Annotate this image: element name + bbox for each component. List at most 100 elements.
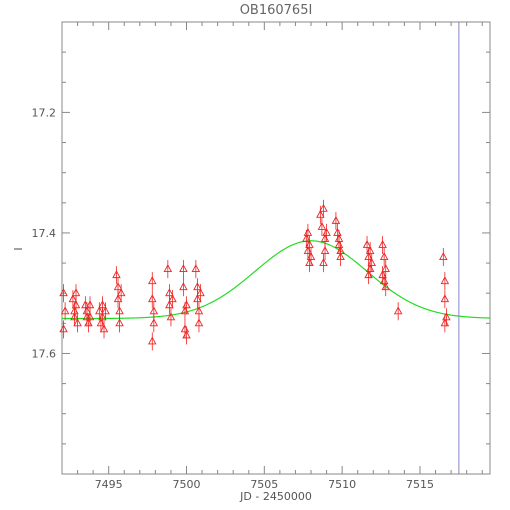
triangle-marker: [439, 252, 448, 260]
data-point: [305, 235, 314, 255]
data-point: [70, 308, 79, 327]
triangle-marker: [182, 300, 191, 309]
triangle-marker: [367, 258, 376, 267]
triangle-marker: [362, 240, 372, 248]
plot-border: [61, 21, 491, 475]
triangle-marker: [148, 294, 157, 303]
triangle-marker: [440, 276, 450, 285]
triangle-marker: [85, 300, 95, 309]
data-point: [378, 235, 387, 255]
data-point: [148, 290, 157, 309]
data-point: [149, 314, 159, 333]
data-point: [378, 266, 387, 285]
triangle-marker: [70, 312, 79, 321]
triangle-marker: [115, 306, 124, 315]
data-point: [439, 248, 448, 267]
data-point: [364, 266, 373, 285]
data-point: [440, 272, 450, 291]
data-point: [71, 296, 81, 315]
triangle-marker: [112, 270, 121, 279]
triangle-marker: [179, 282, 188, 291]
data-point: [59, 284, 68, 303]
triangle-marker: [317, 221, 327, 230]
data-point: [99, 320, 109, 339]
triangle-marker: [334, 234, 344, 242]
data-point: [393, 302, 403, 321]
triangle-marker: [194, 318, 204, 327]
data-point: [98, 296, 107, 315]
triangle-marker: [113, 294, 123, 303]
triangle-marker: [393, 306, 403, 315]
data-point: [68, 290, 78, 309]
triangle-marker: [319, 203, 328, 212]
triangle-marker: [116, 288, 126, 297]
data-point: [166, 308, 176, 327]
triangle-marker: [196, 288, 205, 297]
data-points-layer: [59, 199, 451, 351]
data-point: [381, 278, 390, 297]
triangle-marker: [182, 330, 191, 339]
triangle-marker: [336, 246, 345, 254]
triangle-marker: [166, 312, 176, 321]
triangle-marker: [85, 312, 95, 321]
triangle-marker: [148, 336, 157, 345]
data-point: [148, 272, 157, 291]
triangle-marker: [165, 300, 174, 309]
triangle-marker: [73, 318, 82, 327]
y-axis-ticks: 17.2 17.4 17.6: [32, 21, 490, 475]
triangle-marker: [148, 276, 157, 285]
data-point: [60, 302, 70, 321]
data-point: [319, 254, 328, 273]
triangle-marker: [60, 306, 70, 315]
triangle-marker: [319, 258, 328, 267]
x-tick-label: 7515: [406, 478, 434, 491]
data-point: [163, 260, 173, 279]
data-point: [73, 314, 82, 333]
model-curve-layer: [62, 240, 491, 320]
triangle-marker: [322, 227, 331, 236]
triangle-marker: [99, 324, 109, 333]
data-point: [59, 320, 68, 339]
triangle-marker: [193, 282, 202, 291]
triangle-marker: [149, 306, 159, 315]
data-point: [362, 235, 372, 255]
data-point: [319, 199, 328, 218]
y-tick-label: 17.2: [32, 106, 57, 119]
triangle-marker: [381, 264, 390, 273]
data-point: [320, 241, 330, 261]
triangle-marker: [82, 306, 92, 315]
plot-frame: [61, 21, 491, 475]
data-point: [148, 332, 157, 351]
triangle-marker: [71, 288, 81, 297]
data-point: [303, 223, 313, 242]
triangle-marker: [165, 288, 174, 297]
data-point: [316, 205, 325, 224]
triangle-marker: [59, 288, 68, 297]
data-point: [85, 308, 95, 327]
triangle-marker: [149, 318, 159, 327]
data-point: [115, 314, 124, 333]
triangle-marker: [59, 324, 68, 333]
data-point: [179, 260, 188, 279]
triangle-marker: [193, 294, 202, 303]
x-tick-label: 7500: [173, 478, 201, 491]
triangle-marker: [316, 209, 325, 218]
data-point: [440, 290, 450, 309]
triangle-marker: [364, 270, 373, 279]
triangle-marker: [168, 294, 177, 303]
y-tick-label: 17.4: [32, 227, 57, 240]
data-point: [101, 302, 110, 321]
data-point: [116, 284, 126, 303]
y-axis-label: I: [12, 247, 25, 250]
triangle-marker: [115, 318, 124, 327]
triangle-marker: [378, 270, 387, 279]
chart-title: OB160765I: [240, 3, 313, 18]
triangle-marker: [331, 215, 341, 224]
y-tick-label: 17.6: [32, 347, 57, 360]
data-point: [334, 229, 344, 248]
triangle-marker: [68, 294, 78, 303]
triangle-marker: [303, 227, 313, 236]
data-point: [317, 217, 327, 236]
data-point: [168, 290, 177, 309]
